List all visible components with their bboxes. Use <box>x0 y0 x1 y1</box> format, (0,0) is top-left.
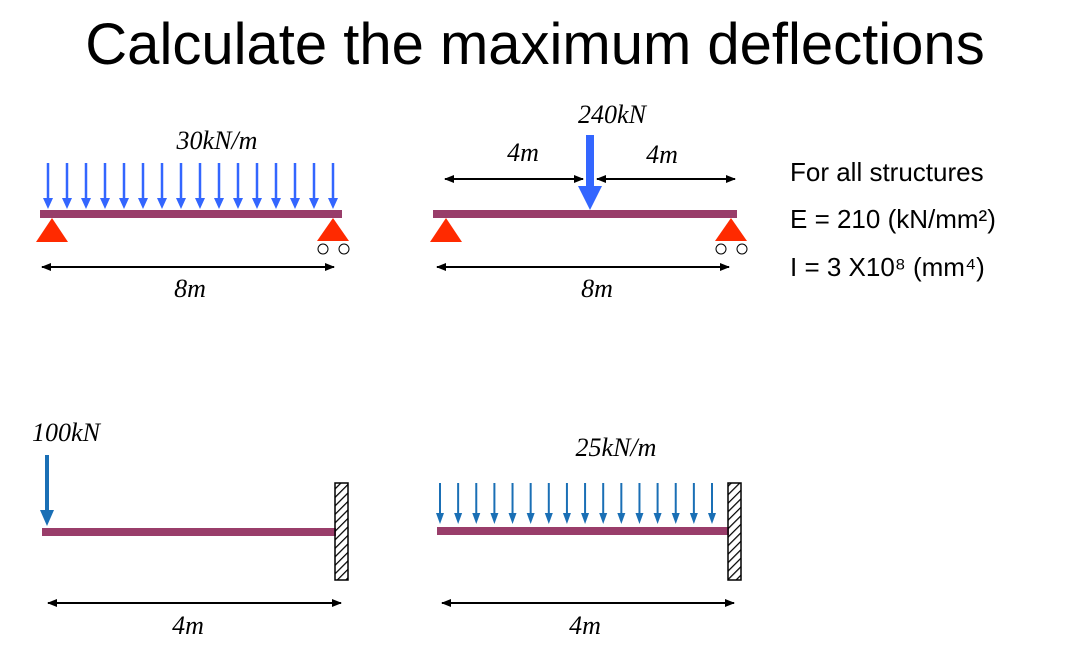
load-arrow <box>526 513 535 524</box>
load-arrow <box>635 513 644 524</box>
span-label: 8m <box>581 274 613 303</box>
load-arrow <box>436 513 444 524</box>
load-arrow <box>599 513 608 524</box>
load-label: 240kN <box>578 100 648 129</box>
load-arrow <box>252 198 262 209</box>
roller <box>317 243 329 255</box>
load-arrow <box>508 513 517 524</box>
fixed-support <box>727 482 742 581</box>
roller <box>338 243 350 255</box>
load-arrow <box>81 198 91 209</box>
pin-support <box>430 218 462 242</box>
beam <box>433 210 737 218</box>
load-arrows <box>43 163 716 524</box>
load-arrow <box>157 198 167 209</box>
pin-support <box>36 218 68 242</box>
load-label: 25kN/m <box>576 433 657 462</box>
load-arrow <box>581 513 590 524</box>
beam <box>42 528 336 536</box>
load-arrow <box>708 513 716 524</box>
span-label: 4m <box>569 611 601 640</box>
roller-support <box>715 218 747 241</box>
dimension-label: 4m <box>507 138 539 167</box>
point-load-head <box>40 510 54 526</box>
point-load-head <box>578 186 602 210</box>
title: Calculate the maximum deflections <box>85 12 984 77</box>
load-arrow <box>309 198 319 209</box>
load-arrow <box>176 198 186 209</box>
property-i: I = 3 X10⁸ (mm⁴) <box>790 252 985 282</box>
beam <box>40 210 342 218</box>
load-arrow <box>454 513 463 524</box>
load-arrow <box>43 198 53 209</box>
load-arrow <box>671 513 680 524</box>
load-arrow <box>195 198 205 209</box>
roller <box>715 243 727 255</box>
fixed-support <box>334 482 349 581</box>
load-arrow <box>328 198 338 209</box>
load-arrow <box>653 513 662 524</box>
load-arrow <box>233 198 243 209</box>
load-arrow <box>544 513 553 524</box>
beam <box>437 527 729 535</box>
load-label: 100kN <box>32 418 102 447</box>
roller <box>736 243 748 255</box>
load-arrow <box>100 198 110 209</box>
span-label: 8m <box>174 274 206 303</box>
load-label: 30kN/m <box>176 126 258 155</box>
property-e: E = 210 (kN/mm²) <box>790 204 996 234</box>
dimension-label: 4m <box>646 140 678 169</box>
properties-heading: For all structures <box>790 157 984 187</box>
load-arrow <box>562 513 571 524</box>
load-arrow <box>214 198 224 209</box>
load-arrow <box>290 198 300 209</box>
load-arrow <box>271 198 281 209</box>
span-label: 4m <box>172 611 204 640</box>
load-arrow <box>617 513 626 524</box>
load-arrow <box>472 513 481 524</box>
load-arrow <box>490 513 499 524</box>
roller-support <box>317 218 349 241</box>
load-arrow <box>62 198 72 209</box>
load-arrow <box>138 198 148 209</box>
load-arrow <box>689 513 698 524</box>
load-arrow <box>119 198 129 209</box>
